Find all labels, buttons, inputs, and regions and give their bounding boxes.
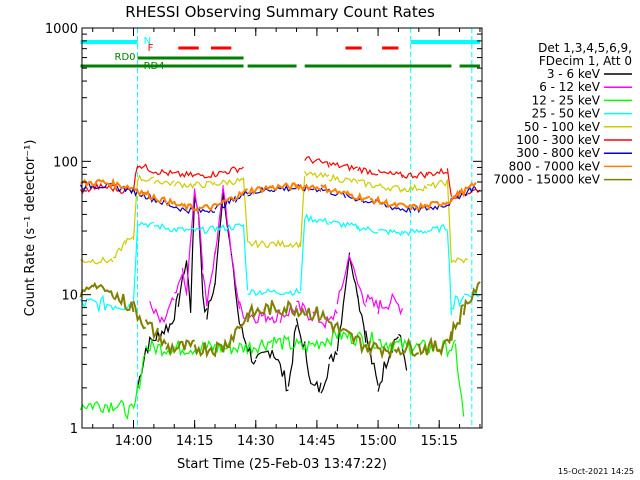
series-line (149, 185, 404, 330)
rd0-flag-label: RD0 (115, 52, 136, 63)
series-line (80, 170, 468, 265)
legend-entry-label: 3 - 6 keV (547, 67, 601, 81)
x-tick-label: 15:00 (359, 434, 396, 449)
data-series (79, 155, 481, 421)
series-line (79, 281, 481, 360)
legend-entry-label: 25 - 50 keV (532, 107, 601, 121)
flag-labels: NF RD0 RD4 (115, 36, 165, 72)
rd4-flag-label: RD4 (144, 61, 165, 72)
flare-flag-label: F (148, 43, 154, 54)
series-line (80, 177, 477, 213)
footer-timestamp: 15-Oct-2021 14:25 (558, 467, 634, 476)
y-axis: 1 10 100 1000 (45, 22, 482, 437)
chart-title: RHESSI Observing Summary Count Rates (125, 3, 435, 21)
x-axis: 14:00 14:15 14:30 14:45 15:00 15:15 (92, 28, 481, 449)
plot-area (79, 28, 481, 428)
series-line (79, 326, 465, 421)
legend-entry-label: 100 - 300 keV (516, 133, 600, 147)
x-tick-label: 14:30 (237, 434, 274, 449)
series-line (79, 212, 481, 316)
y-tick-label: 10 (61, 289, 78, 304)
x-tick-label: 14:00 (115, 434, 152, 449)
legend-entry-label: 7000 - 15000 keV (493, 173, 600, 187)
plot-frame (81, 27, 483, 429)
legend-header: FDecim 1, Att 0 (539, 54, 632, 68)
legend-entry-label: 800 - 7000 keV (509, 159, 601, 173)
x-tick-label: 15:15 (420, 434, 457, 449)
x-tick-label: 14:45 (298, 434, 335, 449)
y-tick-label: 1 (70, 422, 78, 437)
legend-entry-label: 6 - 12 keV (539, 80, 601, 94)
legend-entry-label: 12 - 25 keV (532, 93, 601, 107)
legend-entry-label: 300 - 800 keV (516, 146, 600, 160)
x-tick-label: 14:15 (176, 434, 213, 449)
legend: Det 1,3,4,5,6,9,FDecim 1, Att 03 - 6 keV… (493, 41, 632, 187)
y-axis-label: Count Rate (s⁻¹ detector⁻¹) (23, 140, 38, 317)
legend-header: Det 1,3,4,5,6,9, (538, 41, 632, 55)
y-tick-label: 1000 (45, 22, 78, 37)
night-flag-label: N (144, 36, 151, 47)
x-axis-label: Start Time (25-Feb-03 13:47:22) (177, 457, 387, 472)
y-tick-label: 100 (53, 155, 78, 170)
legend-entry-label: 50 - 100 keV (524, 120, 601, 134)
